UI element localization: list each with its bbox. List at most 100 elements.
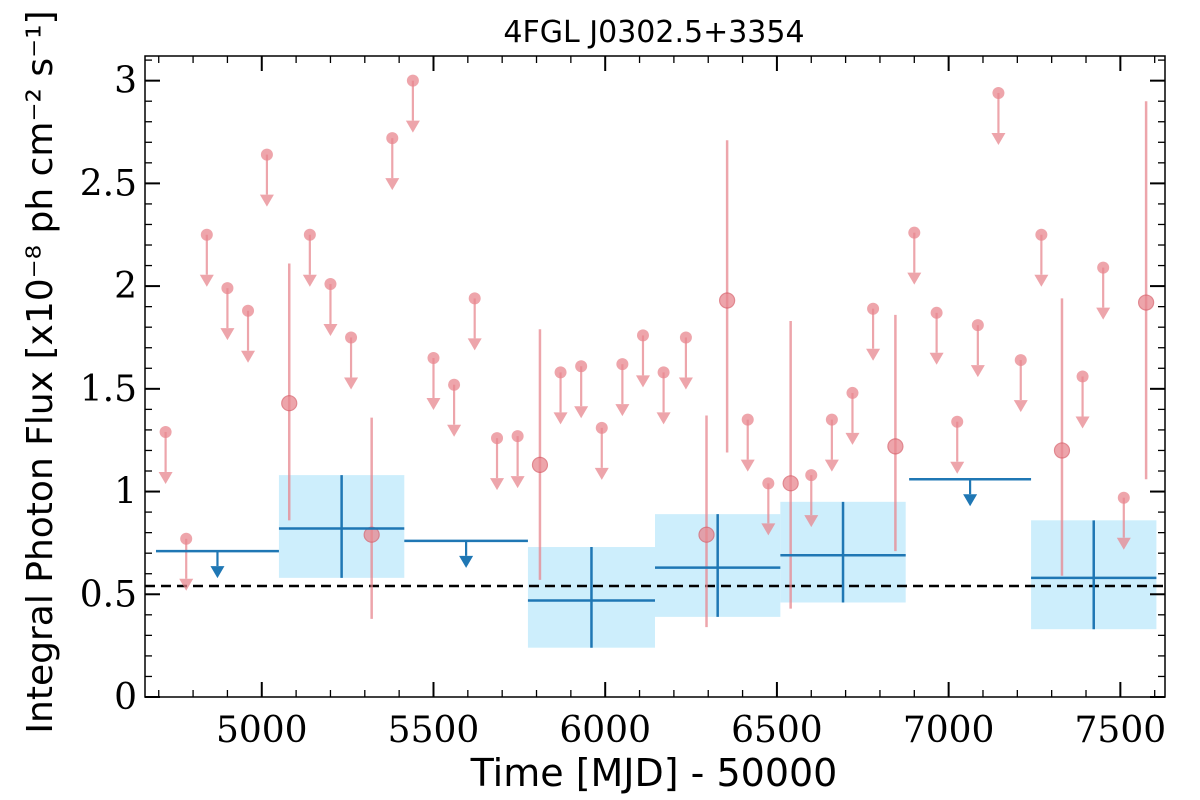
short-bin-upper-limit-arrow-2: [199, 234, 214, 287]
short-bin-upper-limit-arrow-8-head: [344, 377, 359, 390]
x-tick-label-5: 7500: [1075, 710, 1167, 751]
short-bin-upper-limit-arrow-17: [574, 366, 589, 419]
short-bin-upper-limit-arrow-27-head: [845, 432, 860, 445]
short-bin-upper-limit-point-29: [908, 226, 921, 239]
short-bin-upper-limit-arrow-31: [950, 421, 965, 474]
short-bin-upper-limit-arrow-32-head: [970, 365, 985, 378]
short-bin-upper-limit-point-28: [867, 302, 880, 315]
short-bin-detection-point-7: [1053, 442, 1071, 459]
short-bin-upper-limit-point-23: [741, 413, 754, 426]
long-bin-upper-limit-arrow-1: [459, 540, 474, 568]
long-bin-series: [155, 475, 1157, 648]
short-bin-upper-limit-point-30: [930, 306, 943, 319]
short-bin-upper-limit-point-3: [221, 282, 234, 295]
short-bin-upper-limit-arrow-24-head: [761, 523, 776, 536]
short-bin-upper-limit-arrow-3: [220, 288, 235, 341]
short-bin-upper-limit-arrow-8: [344, 337, 359, 390]
short-bin-detection-point-2: [531, 456, 549, 473]
short-bin-upper-limit-point-35: [1035, 228, 1048, 241]
y-tick-label-2: 1: [114, 472, 137, 513]
short-bin-upper-limit-point-7: [324, 278, 337, 291]
short-bin-upper-limit-arrow-7-head: [323, 324, 338, 337]
short-bin-upper-limit-arrow-7: [323, 284, 338, 337]
short-bin-upper-limit-point-21: [657, 366, 670, 379]
short-bin-upper-limit-arrow-35: [1034, 234, 1049, 287]
short-bin-upper-limit-arrow-24: [761, 483, 776, 536]
short-bin-upper-limit-point-38: [1117, 491, 1130, 504]
short-bin-upper-limit-arrow-4-head: [241, 350, 256, 363]
x-tick-label-2: 6000: [559, 710, 651, 751]
short-bin-upper-limit-arrow-34-head: [1013, 400, 1028, 413]
short-bin-detection-point-4: [719, 292, 736, 309]
short-bin-upper-limit-point-10: [406, 74, 419, 87]
short-bin-upper-limit-arrow-5-head: [259, 194, 274, 207]
short-bin-upper-limit-point-33: [992, 86, 1005, 99]
y-tick-label-1: 0.5: [80, 574, 137, 615]
short-bin-upper-limit-arrow-11: [426, 358, 441, 411]
short-bin-upper-limit-arrow-28: [866, 308, 881, 361]
short-bin-upper-limit-point-16: [554, 366, 567, 379]
short-bin-upper-limit-arrow-19-head: [615, 404, 630, 417]
short-bin-upper-limit-point-32: [971, 319, 984, 332]
short-bin-upper-limit-arrow-31-head: [950, 461, 965, 474]
short-bin-upper-limit-arrow-25: [804, 475, 819, 528]
axis-ticks: 5000 5500 6000 6500 7000 7500 0 0.5 1 1.5 2 2.5 3: [80, 56, 1166, 751]
long-bin-upper-limit-arrow-2-head: [963, 494, 978, 507]
short-bin-upper-limit-point-17: [575, 360, 588, 373]
short-bin-detection-point-3: [698, 526, 715, 543]
short-bin-upper-limit-arrow-33: [991, 92, 1006, 145]
short-bin-series: [158, 74, 1155, 628]
short-bin-upper-limit-arrow-4: [241, 310, 256, 363]
chart-title: 4FGL J0302.5+3354: [503, 15, 804, 50]
short-bin-upper-limit-point-1: [180, 532, 193, 545]
short-bin-upper-limit-arrow-37: [1096, 267, 1111, 320]
short-bin-upper-limit-point-15: [511, 430, 524, 443]
short-bin-upper-limit-arrow-35-head: [1034, 274, 1049, 287]
short-bin-upper-limit-point-36: [1076, 370, 1089, 383]
short-bin-upper-limit-point-11: [427, 352, 440, 365]
long-bin-upper-limit-arrow-1-head: [459, 555, 474, 568]
short-bin-upper-limit-arrow-10: [405, 80, 420, 133]
x-tick-label-0: 5000: [216, 710, 308, 751]
short-bin-upper-limit-arrow-23-head: [740, 459, 755, 472]
short-bin-upper-limit-arrow-38: [1116, 497, 1131, 550]
short-bin-detection-point-0: [281, 395, 298, 412]
short-bin-upper-limit-arrow-15-head: [510, 476, 525, 489]
short-bin-upper-limit-arrow-14: [490, 438, 505, 491]
short-bin-upper-limit-arrow-11-head: [426, 398, 441, 411]
short-bin-upper-limit-arrow-26: [824, 419, 839, 472]
short-bin-upper-limit-point-37: [1097, 261, 1110, 274]
long-bin-upper-limit-arrow-0-head: [210, 566, 225, 579]
short-bin-upper-limit-arrow-12-head: [447, 424, 462, 437]
short-bin-upper-limit-arrow-5: [259, 154, 274, 207]
short-bin-upper-limit-arrow-2-head: [199, 274, 214, 287]
short-bin-upper-limit-arrow-17-head: [574, 406, 589, 419]
short-bin-upper-limit-point-14: [491, 432, 504, 445]
long-bin-upper-limit-arrow-0: [210, 551, 225, 579]
short-bin-upper-limit-point-6: [303, 228, 316, 241]
y-tick-label-4: 2: [114, 266, 137, 307]
x-tick-label-4: 7000: [903, 710, 995, 751]
short-bin-upper-limit-arrow-34: [1013, 360, 1028, 413]
x-tick-label-1: 5500: [388, 710, 480, 751]
short-bin-upper-limit-arrow-20: [635, 335, 650, 388]
short-bin-upper-limit-arrow-29-head: [907, 272, 922, 285]
long-bin-upper-limit-arrow-2: [963, 479, 978, 507]
short-bin-upper-limit-arrow-3-head: [220, 328, 235, 341]
short-bin-upper-limit-arrow-27: [845, 392, 860, 445]
short-bin-upper-limit-point-27: [846, 386, 859, 399]
short-bin-upper-limit-arrow-36-head: [1075, 416, 1090, 429]
x-tick-label-3: 6500: [731, 710, 823, 751]
short-bin-upper-limit-arrow-30: [929, 312, 944, 365]
short-bin-upper-limit-arrow-10-head: [405, 120, 420, 133]
short-bin-upper-limit-arrow-36: [1075, 376, 1090, 429]
short-bin-upper-limit-arrow-25-head: [804, 515, 819, 528]
y-tick-label-6: 3: [114, 61, 137, 102]
y-tick-label-0: 0: [114, 677, 137, 718]
short-bin-upper-limit-arrow-21-head: [656, 412, 671, 425]
short-bin-upper-limit-arrow-37-head: [1096, 307, 1111, 320]
short-bin-upper-limit-point-13: [468, 292, 481, 305]
short-bin-upper-limit-point-25: [805, 469, 818, 482]
short-bin-upper-limit-arrow-23: [740, 419, 755, 472]
